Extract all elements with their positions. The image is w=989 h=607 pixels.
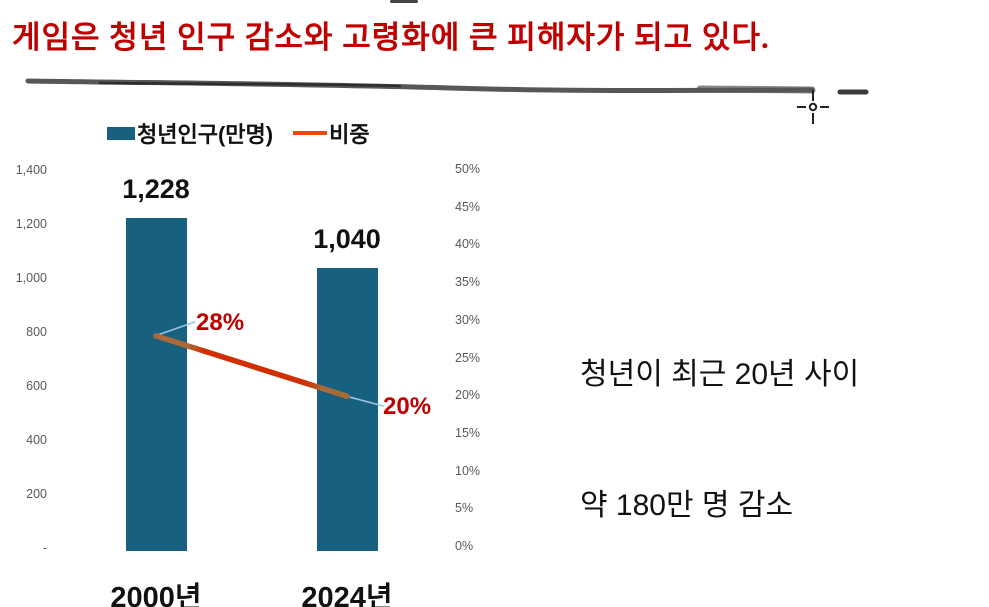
left-axis-tick: 800	[26, 325, 47, 339]
right-axis-tick: 20%	[455, 388, 481, 403]
right-axis-tick: 35%	[455, 275, 481, 290]
right-axis-tick: 0%	[455, 539, 474, 553]
bar-2000년	[125, 217, 187, 551]
left-axis-tick: 600	[26, 379, 47, 393]
slide-title: 게임은 청년 인구 감소와 고령화에 큰 피해자가 되고 있다.	[12, 20, 770, 55]
bar-value-label: 1,228	[122, 173, 190, 204]
right-axis-tick: 10%	[455, 463, 481, 478]
right-axis-tick: 25%	[455, 350, 481, 365]
annotation-line-1: 청년이 최근 20년 사이	[580, 358, 860, 391]
right-axis-tick: 15%	[455, 425, 481, 440]
right-axis-tick: 5%	[455, 501, 474, 516]
left-axis-tick: 1,200	[15, 217, 47, 231]
left-axis-tick: 1,000	[15, 271, 47, 285]
legend-line-swatch	[293, 131, 328, 135]
bar-value-label: 1,040	[313, 224, 381, 255]
annotation-text: 청년이 최근 20년 사이 약 180만 명 감소 - 특히 20대 감소가 크…	[580, 284, 980, 607]
right-axis-tick: 50%	[455, 162, 481, 176]
legend-bar-label: 청년인구(만명)	[137, 122, 274, 147]
line-point-label-28: 28%	[196, 308, 245, 336]
left-axis-tick: 200	[26, 487, 47, 501]
bar-2024년	[316, 268, 378, 551]
line-point-label-20: 20%	[383, 393, 432, 421]
left-axis-tick: 1,400	[15, 163, 47, 177]
legend-line-label: 비중	[329, 122, 370, 147]
left-axis-tick: 400	[26, 433, 47, 447]
x-axis-label: 2024년	[301, 582, 393, 607]
legend-bar-swatch	[107, 126, 135, 140]
right-axis-tick: 45%	[455, 199, 481, 214]
left-axis-tick: -	[42, 541, 47, 555]
chart-legend: 청년인구(만명) 비중	[107, 121, 370, 147]
x-axis-label: 2000년	[110, 582, 202, 607]
right-axis-tick: 30%	[455, 312, 481, 327]
right-axis-tick: 40%	[455, 237, 481, 252]
annotation-line-2: 약 180만 명 감소	[580, 489, 794, 522]
